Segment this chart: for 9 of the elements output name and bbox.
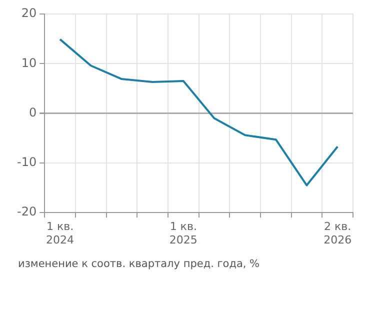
y-tick-label: 20 xyxy=(21,6,37,20)
x-tick-label: 2 кв. 2026 xyxy=(324,220,352,246)
text: изменение к соотв. кварталу пред. года, % xyxy=(18,258,260,270)
y-tick-label: 10 xyxy=(21,56,37,70)
y-tick-label: -10 xyxy=(16,155,37,170)
y-tick-label: -20 xyxy=(16,204,37,219)
x-tick-label: 1 кв. 2025 xyxy=(169,220,198,246)
x-tick-label: 1 кв. 2024 xyxy=(46,220,74,246)
y-tick-label: 0 xyxy=(28,105,37,120)
